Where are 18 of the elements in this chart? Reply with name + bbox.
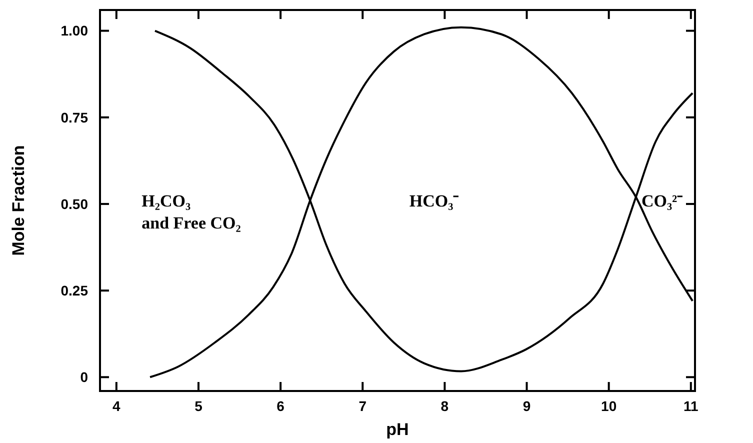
y-tick-label: 0 bbox=[80, 369, 88, 386]
x-tick-label: 9 bbox=[522, 398, 531, 414]
x-tick-label: 8 bbox=[440, 398, 449, 414]
annotation: CO₃²⁻ bbox=[641, 192, 684, 210]
y-axis-title: Mole Fraction bbox=[9, 145, 28, 256]
y-tick-label: 0.50 bbox=[60, 196, 88, 212]
annotation: H₂CO₃ and Free CO₂ bbox=[142, 192, 241, 232]
y-tick-label: 0.75 bbox=[60, 109, 88, 126]
x-axis-title: pH bbox=[386, 420, 409, 439]
x-tick-label: 5 bbox=[194, 398, 203, 414]
annotation: HCO₃⁻ bbox=[409, 192, 460, 210]
x-tick-label: 7 bbox=[358, 398, 367, 414]
y-tick-label: 0.25 bbox=[60, 282, 88, 298]
x-tick-label: 6 bbox=[276, 398, 285, 414]
x-tick-label: 11 bbox=[683, 398, 699, 414]
x-tick-label: 4 bbox=[112, 398, 121, 414]
y-tick-label: 1.00 bbox=[60, 22, 88, 39]
x-tick-label: 10 bbox=[601, 398, 617, 414]
